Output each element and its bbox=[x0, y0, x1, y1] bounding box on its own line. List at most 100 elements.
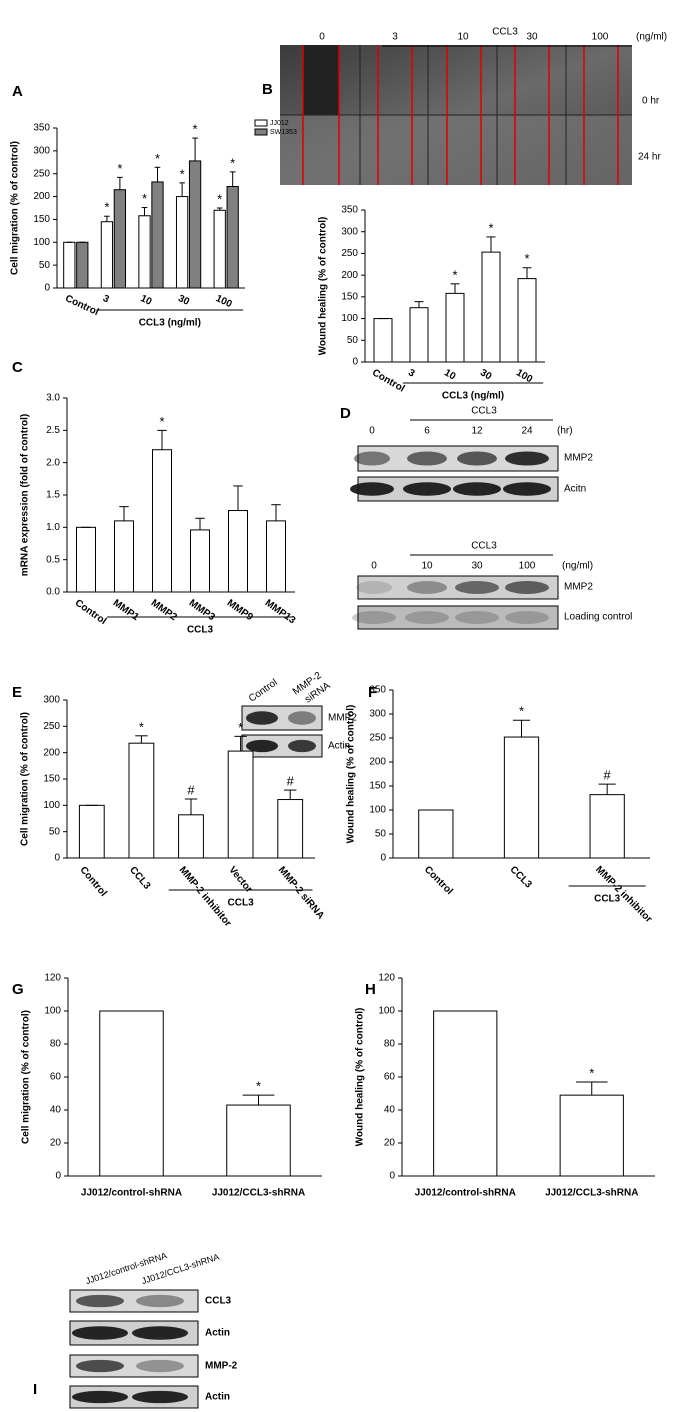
bar bbox=[373, 318, 393, 363]
significance-marker: * bbox=[142, 191, 147, 206]
bar bbox=[100, 221, 114, 289]
bar bbox=[266, 520, 286, 593]
band bbox=[407, 581, 447, 594]
bar bbox=[78, 804, 105, 859]
group-label: CCL3 (ng/ml) bbox=[442, 391, 504, 402]
band bbox=[72, 1326, 128, 1340]
row-label: Actin bbox=[328, 741, 350, 752]
wound-images bbox=[280, 45, 632, 185]
x-tick-label: JJ012/CCL3-shRNA bbox=[545, 1188, 638, 1199]
y-tick-label: 100 bbox=[33, 237, 50, 248]
x-tick-label: Vector bbox=[226, 865, 254, 896]
row-label: MMP2 bbox=[328, 713, 357, 724]
x-tick-label: JJ012/control-shRNA bbox=[81, 1188, 182, 1199]
x-tick-label: MMP1 bbox=[111, 598, 141, 624]
y-tick-label: 40 bbox=[50, 1105, 62, 1116]
panel-letter: E bbox=[12, 684, 22, 701]
bar bbox=[63, 241, 76, 289]
significance-marker: * bbox=[117, 161, 122, 176]
lane-label: 0 bbox=[371, 561, 377, 572]
band bbox=[457, 451, 497, 466]
x-tick-label: 30 bbox=[176, 293, 191, 308]
y-tick-label: 50 bbox=[49, 826, 61, 837]
unit-label: (hr) bbox=[557, 426, 573, 437]
lane-label: 100 bbox=[519, 561, 536, 572]
significance-marker: # bbox=[287, 773, 295, 788]
significance-marker: * bbox=[104, 200, 109, 215]
group-label: CCL3 bbox=[471, 406, 497, 417]
lane-label: 30 bbox=[471, 561, 483, 572]
band bbox=[455, 611, 499, 624]
bar bbox=[589, 794, 625, 859]
y-axis-label: Cell migration (% of control) bbox=[10, 141, 21, 275]
band bbox=[455, 581, 499, 594]
lane-label: 10 bbox=[421, 561, 433, 572]
bar bbox=[113, 189, 127, 289]
panel-letter: F bbox=[368, 684, 377, 701]
significance-marker: * bbox=[180, 166, 185, 181]
bar bbox=[481, 251, 501, 363]
x-tick-label: MMP2 bbox=[149, 598, 179, 624]
y-tick-label: 350 bbox=[369, 685, 386, 696]
y-axis-label: Cell migration (% of control) bbox=[21, 1010, 32, 1144]
significance-marker: * bbox=[139, 719, 144, 734]
panel-letter: B bbox=[262, 81, 273, 98]
x-tick-label: 3 bbox=[101, 293, 111, 306]
y-axis-label: Wound healing (% of control) bbox=[318, 217, 329, 356]
y-tick-label: 0.5 bbox=[46, 554, 60, 565]
y-tick-label: 0 bbox=[389, 1171, 395, 1182]
bar bbox=[226, 186, 239, 289]
lane-label: 24 bbox=[521, 426, 533, 437]
y-tick-label: 2.5 bbox=[46, 425, 60, 436]
y-tick-label: 0 bbox=[380, 853, 386, 864]
y-tick-label: 300 bbox=[43, 695, 60, 706]
bar bbox=[188, 160, 202, 289]
bar bbox=[76, 241, 89, 289]
significance-marker: # bbox=[604, 768, 612, 783]
y-tick-label: 100 bbox=[44, 1006, 61, 1017]
unit-label: (ng/ml) bbox=[636, 32, 667, 43]
y-tick-label: 80 bbox=[384, 1039, 396, 1050]
band bbox=[246, 739, 278, 753]
dose-label: 0 bbox=[319, 32, 325, 43]
x-tick-label: MMP13 bbox=[263, 598, 298, 627]
bar bbox=[152, 449, 172, 593]
x-tick-label: MMP9 bbox=[225, 598, 255, 624]
significance-marker: * bbox=[488, 220, 493, 235]
y-tick-label: 300 bbox=[369, 709, 386, 720]
y-tick-label: 0 bbox=[55, 1171, 61, 1182]
bar bbox=[175, 196, 189, 289]
y-tick-label: 50 bbox=[39, 260, 51, 271]
bar bbox=[76, 526, 96, 593]
bar bbox=[409, 307, 429, 363]
band bbox=[453, 482, 501, 496]
x-tick-label: MMP3 bbox=[187, 598, 217, 624]
row-label: MMP-2 bbox=[205, 1361, 238, 1372]
time-label: 0 hr bbox=[642, 96, 660, 107]
y-tick-label: 100 bbox=[341, 313, 358, 324]
significance-marker: * bbox=[589, 1065, 594, 1080]
y-tick-label: 80 bbox=[50, 1039, 62, 1050]
y-tick-label: 350 bbox=[33, 123, 50, 134]
unit-label: (ng/ml) bbox=[562, 561, 593, 572]
y-tick-label: 120 bbox=[44, 973, 61, 984]
y-tick-label: 20 bbox=[50, 1138, 62, 1149]
y-tick-label: 60 bbox=[384, 1072, 396, 1083]
band bbox=[350, 482, 394, 496]
x-tick-label: MMP-2 inhibitor bbox=[177, 865, 234, 930]
group-label: CCL3 bbox=[492, 27, 518, 38]
x-tick-label: JJ012/CCL3-shRNA bbox=[212, 1188, 305, 1199]
y-tick-label: 200 bbox=[341, 270, 358, 281]
band bbox=[288, 739, 316, 753]
significance-marker: * bbox=[256, 1079, 261, 1094]
y-axis-label: mRNA expression (fold of control) bbox=[20, 414, 31, 576]
lane-label: Control bbox=[247, 677, 280, 705]
y-tick-label: 250 bbox=[341, 248, 358, 259]
x-tick-label: Control bbox=[73, 598, 109, 628]
band bbox=[503, 482, 551, 496]
row-label: Acitn bbox=[564, 484, 586, 495]
band bbox=[132, 1326, 188, 1340]
band bbox=[136, 1359, 184, 1373]
group-label: CCL3 bbox=[471, 541, 497, 552]
significance-marker: * bbox=[159, 414, 164, 429]
